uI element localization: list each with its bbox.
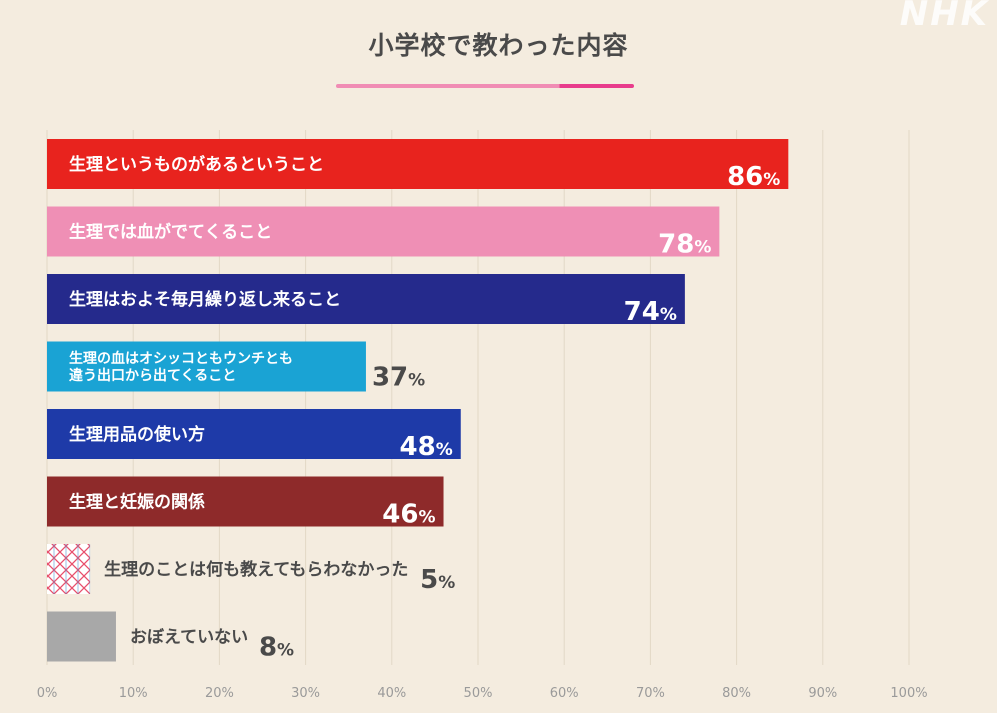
bar (47, 476, 444, 527)
bar (47, 544, 91, 594)
bar-value: 8% (259, 633, 294, 663)
bar-label: 生理というものがあるということ (69, 154, 324, 175)
bar-value: 37% (372, 363, 425, 393)
bar-group: 生理はおよそ毎月繰り返し来ること 74% (47, 274, 685, 327)
bar-label: 生理の血はオシッコともウンチとも違う出口から出てくること (69, 350, 293, 384)
chart-title: 小学校で教わった内容 (368, 31, 629, 60)
bar-value: 46% (382, 500, 435, 530)
x-tick-label: 20% (205, 686, 234, 701)
bar-group: 生理と妊娠の関係 46% (47, 476, 444, 530)
bar-value: 86% (727, 162, 780, 192)
bar (47, 341, 366, 392)
bar (47, 139, 789, 189)
bar-value: 74% (624, 297, 677, 327)
x-tick-label: 50% (464, 686, 493, 701)
bar-group: 生理のことは何も教えてもらわなかった 5% (47, 544, 455, 595)
bar-group: おぼえていない 8% (47, 611, 294, 663)
bar (47, 206, 720, 257)
bar-label: 生理と妊娠の関係 (69, 491, 205, 512)
bar-label: おぼえていない (130, 627, 248, 647)
x-tick-label: 10% (119, 686, 148, 701)
x-tick-label: 30% (291, 686, 320, 701)
bar (47, 274, 685, 324)
bar-group: 生理の血はオシッコともウンチとも違う出口から出てくること 37% (47, 341, 425, 393)
x-tick-label: 70% (636, 686, 665, 701)
bar-label: 生理用品の使い方 (69, 424, 205, 445)
x-tick-label: 40% (377, 686, 406, 701)
x-tick-label: 80% (722, 686, 751, 701)
bar (47, 611, 116, 662)
title-underline (336, 84, 634, 88)
bar-label: 生理はおよそ毎月繰り返し来ること (69, 289, 341, 310)
bar-group: 生理用品の使い方 48% (47, 409, 461, 462)
bar-label: 生理のことは何も教えてもらわなかった (104, 559, 408, 580)
nhk-watermark: NHK (899, 0, 989, 34)
x-tick-label: 60% (550, 686, 579, 701)
bar-value: 48% (400, 432, 453, 462)
bar-group: 生理では血がでてくること 78% (47, 206, 720, 260)
bar-group: 生理というものがあるということ 86% (47, 139, 789, 192)
bar (47, 409, 461, 459)
bar-label: 生理では血がでてくること (69, 221, 272, 242)
bar-value: 78% (658, 230, 711, 260)
x-tick-label: 90% (808, 686, 837, 701)
x-tick-label: 100% (890, 686, 927, 701)
bar-value: 5% (420, 565, 455, 595)
x-tick-label: 0% (37, 686, 58, 701)
